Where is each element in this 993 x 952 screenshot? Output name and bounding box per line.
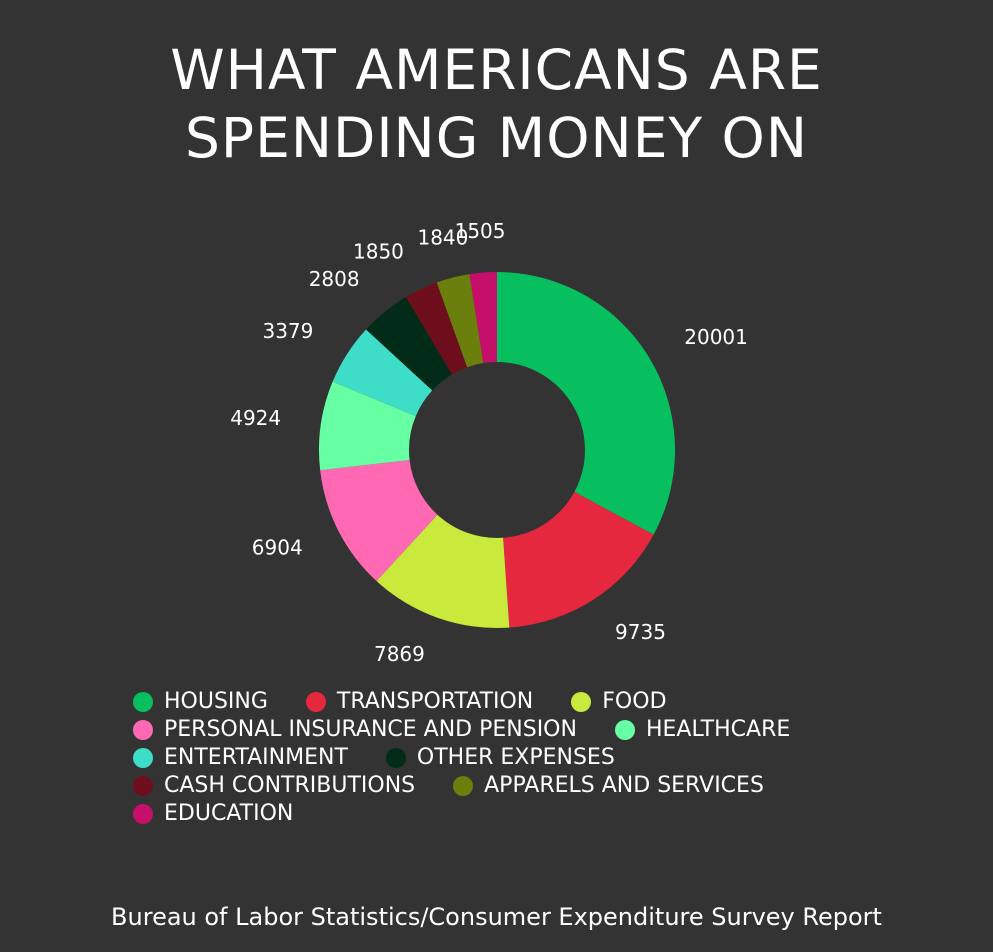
legend: HOUSING TRANSPORTATION FOOD PERSONAL INSUR… bbox=[133, 688, 933, 828]
slice-food bbox=[376, 514, 510, 628]
slice-transportation bbox=[503, 491, 654, 628]
legend-label: PERSONAL INSURANCE AND PENSION bbox=[164, 717, 577, 742]
value-label-personal-insurance-and-pension: 6904 bbox=[252, 535, 303, 559]
legend-label: FOOD bbox=[602, 689, 667, 714]
slice-housing bbox=[497, 272, 675, 535]
legend-swatch bbox=[614, 720, 635, 740]
legend-item-cash-contributions: CASH CONTRIBUTIONS bbox=[133, 772, 415, 800]
legend-item-transportation: TRANSPORTATION bbox=[305, 688, 534, 716]
legend-label: TRANSPORTATION bbox=[336, 689, 534, 714]
legend-item-apparels-and-services: APPARELS AND SERVICES bbox=[453, 772, 764, 800]
slice-other-expenses bbox=[366, 297, 453, 391]
legend-item-housing: HOUSING bbox=[133, 688, 268, 716]
legend-swatch bbox=[453, 776, 474, 796]
legend-row-2: PERSONAL INSURANCE AND PENSION HEALTHCARE bbox=[133, 716, 933, 744]
legend-row-1: HOUSING TRANSPORTATION FOOD bbox=[133, 688, 933, 716]
legend-item-education: EDUCATION bbox=[133, 800, 293, 828]
legend-item-other-expenses: OTHER EXPENSES bbox=[385, 744, 615, 772]
legend-item-personal-insurance-and-pension: PERSONAL INSURANCE AND PENSION bbox=[133, 716, 577, 744]
value-label-housing: 20001 bbox=[684, 325, 748, 349]
legend-swatch bbox=[133, 692, 153, 712]
legend-swatch bbox=[305, 692, 326, 712]
legend-swatch bbox=[133, 776, 153, 796]
legend-item-entertainment: ENTERTAINMENT bbox=[133, 744, 348, 772]
legend-swatch bbox=[133, 748, 153, 768]
value-label-transportation: 9735 bbox=[615, 620, 666, 644]
donut-value-labels: 20001 9735 7869 6904 4924 3379 2808 1850 1840150… bbox=[230, 219, 748, 666]
slice-education bbox=[469, 272, 497, 364]
legend-label: OTHER EXPENSES bbox=[416, 745, 615, 770]
value-label-cash-contributions: 1850 bbox=[353, 239, 404, 263]
legend-label: ENTERTAINMENT bbox=[164, 745, 348, 770]
chart-title-line-1: WHAT AMERICANS ARE bbox=[170, 38, 823, 102]
source-note: Bureau of Labor Statistics/Consumer Expe… bbox=[111, 903, 882, 931]
value-label-education: 1505 bbox=[455, 219, 506, 243]
legend-label: APPARELS AND SERVICES bbox=[484, 773, 764, 798]
value-label-healthcare: 4924 bbox=[230, 406, 281, 430]
legend-item-food: FOOD bbox=[571, 688, 667, 716]
donut-slices bbox=[319, 272, 675, 628]
legend-row-3: ENTERTAINMENT OTHER EXPENSES bbox=[133, 744, 933, 772]
legend-label: EDUCATION bbox=[164, 801, 294, 826]
slice-personal-insurance-and-pension bbox=[320, 459, 438, 582]
chart-title-line-2: SPENDING MONEY ON bbox=[185, 106, 808, 170]
slice-healthcare bbox=[319, 381, 416, 471]
legend-label: HOUSING bbox=[164, 689, 268, 714]
chart-title: WHAT AMERICANS ARE SPENDING MONEY ON bbox=[0, 36, 993, 172]
value-label-other-expenses: 2808 bbox=[309, 267, 360, 291]
legend-swatch bbox=[571, 692, 592, 712]
slice-cash-contributions bbox=[405, 282, 468, 375]
legend-row-5: EDUCATION bbox=[133, 800, 933, 828]
legend-item-healthcare: HEALTHCARE bbox=[614, 716, 791, 744]
legend-swatch bbox=[133, 720, 153, 740]
slice-entertainment bbox=[332, 329, 433, 417]
legend-swatch bbox=[385, 748, 406, 768]
slice-apparels-and-services bbox=[436, 274, 484, 368]
legend-label: CASH CONTRIBUTIONS bbox=[164, 773, 416, 798]
value-label-food: 7869 bbox=[374, 642, 425, 666]
value-label-apparels-and-services: 1840 bbox=[417, 225, 468, 249]
legend-swatch bbox=[133, 804, 153, 824]
value-label-entertainment: 3379 bbox=[262, 319, 313, 343]
legend-label: HEALTHCARE bbox=[645, 717, 791, 742]
legend-row-4: CASH CONTRIBUTIONS APPARELS AND SERVICES bbox=[133, 772, 933, 800]
